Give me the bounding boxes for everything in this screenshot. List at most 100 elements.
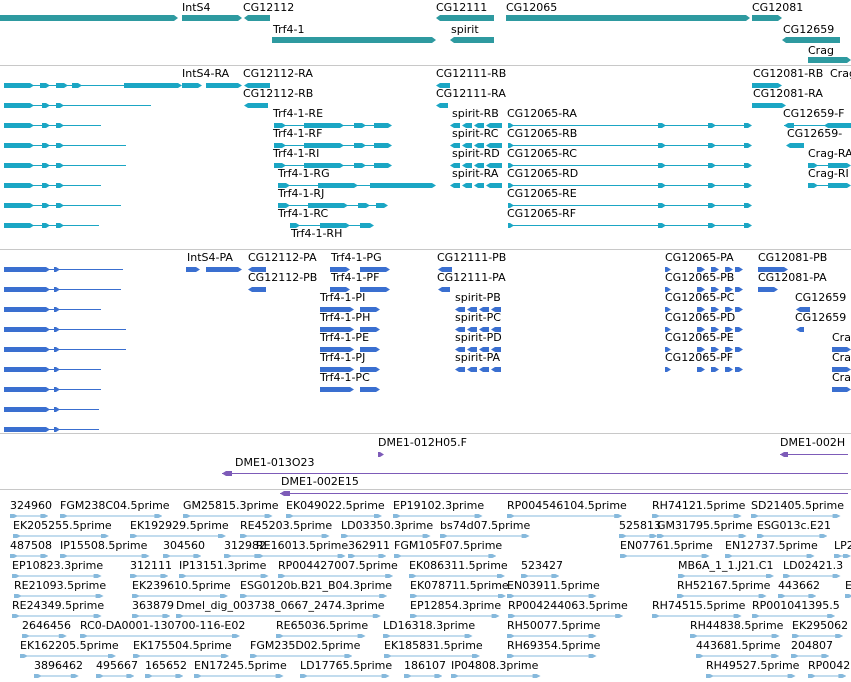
est-track-label[interactable]: RC0-DA0001-130700-116-E02 [80,619,246,632]
est-track-label[interactable]: 324960 [10,499,52,512]
protein-feature[interactable] [832,386,851,393]
est-track-label[interactable]: SD21405.5prime [751,499,844,512]
protein-feature[interactable] [4,366,104,373]
transcript-feature[interactable] [450,182,502,189]
est-track-label[interactable]: RE24349.5prime [12,599,105,612]
transcript-feature[interactable] [4,122,104,129]
protein-feature[interactable] [4,426,102,433]
est-feature[interactable] [678,573,774,579]
est-feature[interactable] [652,513,742,519]
est-track-label[interactable]: EN17245.5prime [194,659,287,672]
protein-feature[interactable] [832,346,851,353]
gene-feature[interactable] [506,14,750,22]
est-track-label[interactable]: RP004427007.5prime [278,559,398,572]
est-feature[interactable] [845,593,851,599]
gene-track-label[interactable]: CG12065 [506,1,558,14]
transcript-feature[interactable] [808,182,851,189]
protein-track-label[interactable]: CG12065-PF [665,351,734,364]
est-feature[interactable] [657,533,747,539]
transcript-track-label[interactable]: CG12111-RA [436,87,506,100]
transcript-track-label[interactable]: Trf4-1-RJ [278,187,325,200]
est-track-label[interactable]: 3896462 [34,659,83,672]
gene-feature[interactable] [0,14,178,22]
est-feature[interactable] [12,613,102,619]
transcript-track-label[interactable]: Trf4-1-RF [273,127,323,140]
gene-feature[interactable] [782,36,840,44]
protein-track-label[interactable]: CG12111-PA [437,271,506,284]
est-track-label[interactable]: 443662 [778,579,820,592]
transcript-feature[interactable] [278,182,436,189]
est-track-label[interactable]: RH74515.5prime [652,599,746,612]
est-feature[interactable] [834,553,851,559]
est-feature[interactable] [383,633,473,639]
est-track-label[interactable]: 312111 [130,559,172,572]
protein-track-label[interactable]: spirit-PD [455,331,502,344]
protein-feature[interactable] [320,326,380,333]
est-feature[interactable] [409,573,505,579]
protein-feature[interactable] [438,266,452,273]
est-feature[interactable] [60,553,150,559]
clone-track-label[interactable]: DME1-012H05.F [378,436,467,449]
est-feature[interactable] [808,673,847,679]
protein-feature[interactable] [758,266,788,273]
est-track-label[interactable]: EK175504.5prime [133,639,232,652]
transcript-track-label[interactable]: Crag [830,67,851,80]
transcript-feature[interactable] [752,102,786,109]
protein-feature[interactable] [665,366,743,373]
est-feature[interactable] [96,673,135,679]
transcript-track-label[interactable]: CG12065-RB [507,127,578,140]
est-feature[interactable] [80,633,240,639]
est-feature[interactable] [725,553,815,559]
est-track-label[interactable]: ESG0120b.B21_B04.3prime [240,579,393,592]
protein-feature[interactable] [758,286,778,293]
est-feature[interactable] [278,573,394,579]
est-feature[interactable] [792,633,844,639]
est-track-label[interactable]: RE65036.5prime [276,619,369,632]
est-track-label[interactable]: 204807 [791,639,833,652]
protein-track-label[interactable]: CG12065-PD [665,311,736,324]
est-feature[interactable] [22,633,67,639]
transcript-track-label[interactable]: CG12065-RD [507,167,579,180]
transcript-feature[interactable] [244,82,270,89]
est-track-label[interactable]: EP12854.3prime [410,599,502,612]
est-track-label[interactable]: LD03350.3prime [341,519,434,532]
transcript-track-label[interactable]: CG12659-F [783,107,845,120]
protein-track-label[interactable]: CG12065-PB [665,271,735,284]
protein-track-label[interactable]: CG12659 [795,291,847,304]
transcript-track-label[interactable]: spirit-RA [452,167,499,180]
est-track-label[interactable]: MB6A_1_1.J21.C1 [678,559,774,572]
gene-feature[interactable] [272,36,436,44]
est-track-label[interactable]: EK295062 [792,619,849,632]
transcript-track-label[interactable]: CG12081-RB [753,67,824,80]
gene-feature[interactable] [244,14,270,22]
protein-track-label[interactable]: Cra [832,331,851,344]
protein-feature[interactable] [330,266,390,273]
transcript-track-label[interactable]: CG12112-RA [243,67,313,80]
est-track-label[interactable]: LD02421.3 [783,559,844,572]
est-feature[interactable] [451,673,541,679]
transcript-feature[interactable] [436,102,448,109]
est-feature[interactable] [508,613,624,619]
est-track-label[interactable]: EN03911.5prime [507,579,600,592]
est-track-label[interactable]: RP004244063.5prime [508,599,628,612]
est-feature[interactable] [706,673,796,679]
protein-feature[interactable] [248,266,266,273]
est-track-label[interactable]: RH44838.5prime [690,619,784,632]
transcript-track-label[interactable]: spirit-RD [452,147,500,160]
transcript-feature[interactable] [4,162,129,169]
protein-feature[interactable] [248,286,266,293]
est-feature[interactable] [410,613,500,619]
transcript-track-label[interactable]: Trf4-1-RH [291,227,343,240]
est-track-label[interactable]: RP0042 [808,659,851,672]
est-feature[interactable] [10,513,49,519]
est-track-label[interactable]: LD16318.3prime [383,619,476,632]
transcript-track-label[interactable]: CG12081-RA [753,87,823,100]
est-track-label[interactable]: 495667 [96,659,138,672]
est-track-label[interactable]: bs74d07.5prime [440,519,531,532]
est-track-label[interactable]: ESG013c.E21 [757,519,831,532]
transcript-feature[interactable] [274,162,392,169]
transcript-feature[interactable] [508,122,752,129]
est-feature[interactable] [20,653,116,659]
transcript-feature[interactable] [808,162,851,169]
est-track-label[interactable]: RH74121.5prime [652,499,746,512]
